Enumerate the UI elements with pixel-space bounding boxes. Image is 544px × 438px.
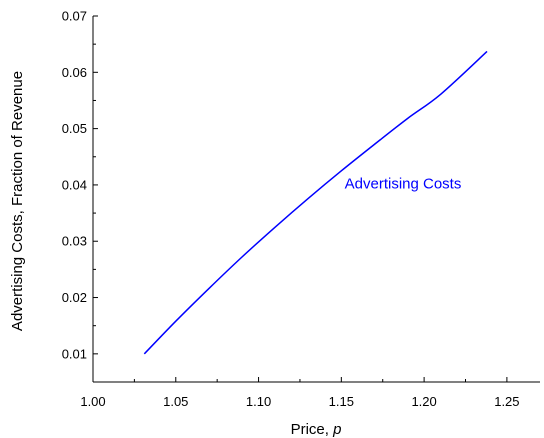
- y-axis-label: Advertising Costs, Fraction of Revenue: [9, 71, 26, 331]
- series-annotation-label: Advertising Costs: [345, 175, 462, 192]
- x-axis-ticks: 1.00 1.05 1.10 1.15 1.20 1.25: [80, 377, 520, 409]
- y-tick-label: 0.04: [62, 177, 87, 192]
- x-axis-variable: p: [332, 421, 341, 438]
- y-tick-label: 0.07: [62, 9, 87, 24]
- x-axis-label: Price, p: [291, 421, 342, 438]
- x-tick-label: 1.25: [494, 394, 519, 409]
- annotation-layer: Advertising Costs: [345, 175, 462, 192]
- x-tick-label: 1.05: [163, 394, 188, 409]
- y-tick-label: 0.05: [62, 121, 87, 136]
- x-tick-label: 1.15: [329, 394, 354, 409]
- y-tick-label: 0.03: [62, 234, 87, 249]
- y-axis-ticks: 0.01 0.02 0.03 0.04 0.05 0.06 0.07: [62, 9, 98, 383]
- x-tick-label: 1.00: [80, 394, 105, 409]
- x-tick-label: 1.20: [411, 394, 436, 409]
- y-tick-label: 0.06: [62, 65, 87, 80]
- x-tick-label: 1.10: [246, 394, 271, 409]
- y-tick-label: 0.02: [62, 290, 87, 305]
- series-layer: [143, 50, 488, 355]
- series-line-advertising-costs: [143, 50, 488, 355]
- y-tick-label: 0.01: [62, 346, 87, 361]
